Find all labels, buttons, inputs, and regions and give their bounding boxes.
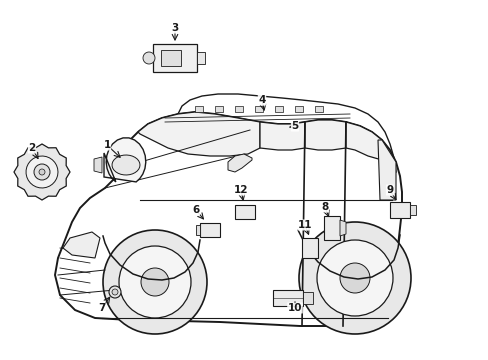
Polygon shape (227, 154, 251, 172)
Polygon shape (305, 120, 346, 150)
Polygon shape (260, 122, 305, 150)
Text: 10: 10 (287, 303, 302, 313)
Text: 7: 7 (98, 303, 105, 313)
Polygon shape (303, 292, 312, 304)
Circle shape (39, 169, 45, 175)
Text: 3: 3 (171, 23, 178, 33)
Polygon shape (14, 144, 70, 200)
Circle shape (112, 289, 118, 295)
Polygon shape (161, 50, 181, 66)
Text: 11: 11 (297, 220, 312, 230)
Polygon shape (302, 238, 317, 258)
Circle shape (298, 222, 410, 334)
Circle shape (316, 240, 392, 316)
Polygon shape (235, 205, 254, 219)
Polygon shape (377, 140, 395, 200)
Polygon shape (112, 155, 140, 175)
Polygon shape (195, 106, 203, 112)
Text: 12: 12 (233, 185, 248, 195)
Polygon shape (26, 156, 58, 188)
Polygon shape (153, 44, 197, 72)
Polygon shape (63, 232, 100, 258)
Polygon shape (389, 202, 409, 218)
Text: 9: 9 (386, 185, 393, 195)
Text: 5: 5 (291, 121, 298, 131)
Circle shape (109, 286, 121, 298)
Polygon shape (254, 106, 263, 112)
Text: 2: 2 (28, 143, 36, 153)
Circle shape (339, 263, 369, 293)
Polygon shape (314, 106, 323, 112)
Polygon shape (138, 112, 260, 156)
Text: 6: 6 (192, 205, 199, 215)
Polygon shape (272, 290, 303, 306)
Polygon shape (339, 220, 346, 236)
Circle shape (141, 268, 169, 296)
Circle shape (34, 164, 50, 180)
Text: 4: 4 (258, 95, 265, 105)
Polygon shape (104, 138, 145, 182)
Circle shape (119, 246, 191, 318)
Polygon shape (235, 106, 243, 112)
Polygon shape (294, 106, 303, 112)
Polygon shape (215, 106, 223, 112)
Polygon shape (324, 216, 339, 240)
Text: 8: 8 (321, 202, 328, 212)
Circle shape (103, 230, 206, 334)
Polygon shape (197, 52, 204, 64)
Polygon shape (196, 225, 200, 235)
Polygon shape (94, 157, 102, 173)
Polygon shape (274, 106, 283, 112)
Polygon shape (346, 122, 381, 160)
Polygon shape (55, 112, 401, 326)
Circle shape (142, 52, 155, 64)
Text: 1: 1 (103, 140, 110, 150)
Polygon shape (200, 223, 220, 237)
Polygon shape (409, 205, 415, 215)
